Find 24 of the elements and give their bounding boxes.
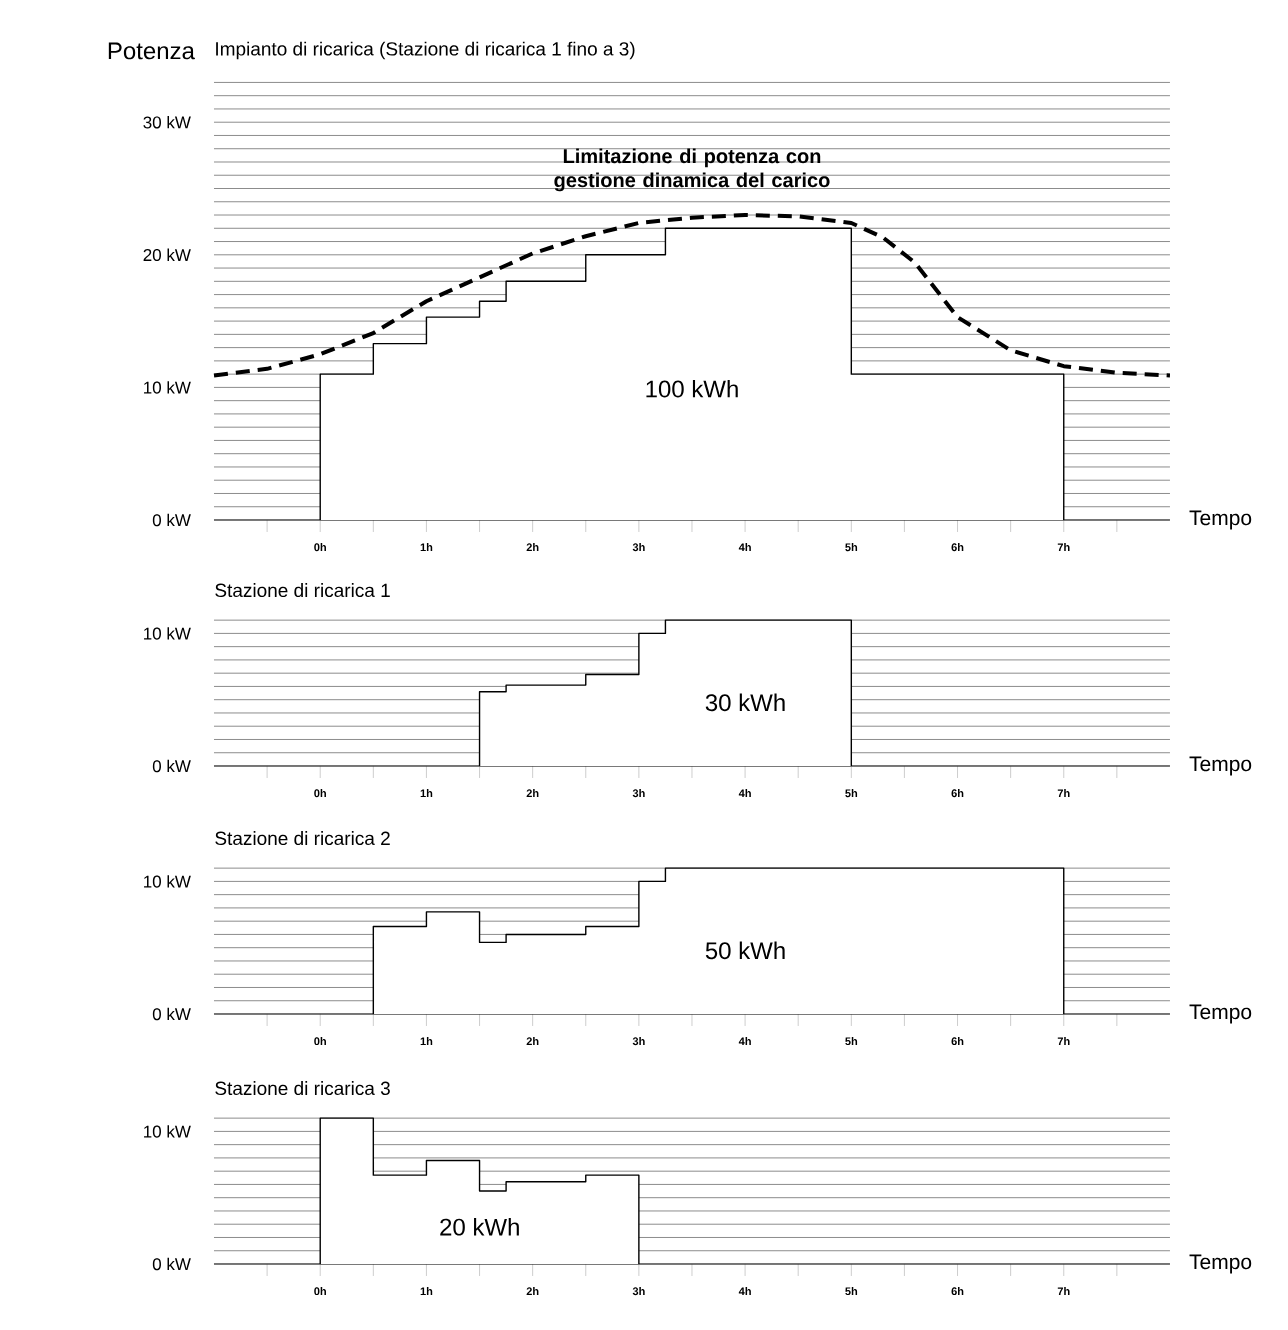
- y-tick-label: 20 kW: [143, 248, 191, 262]
- chart-title: Impianto di ricarica (Stazione di ricarica 1 fino a 3): [216, 41, 635, 60]
- annotation: Limitazione di potenza con gestione dinamica del carico: [554, 148, 830, 192]
- y-tick-label: 0 kW: [152, 1007, 191, 1021]
- x-axis-title: Tempo: [1189, 1254, 1252, 1274]
- y-tick-label: 0 kW: [152, 513, 191, 527]
- x-axis-title: Tempo: [1189, 756, 1252, 776]
- annotation: 20 kWh: [440, 1218, 519, 1236]
- annotation: 30 kWh: [705, 693, 785, 712]
- chart-title: Stazione di ricarica 3: [215, 1081, 390, 1096]
- y-tick-label: 10 kW: [144, 1125, 191, 1138]
- y-axis-title: Potenza: [108, 42, 195, 60]
- y-tick-label: 0 kW: [152, 759, 191, 773]
- x-axis-title: Tempo: [1189, 1004, 1252, 1024]
- annotation: 50 kWh: [705, 941, 785, 960]
- y-tick-label: 10 kW: [144, 627, 191, 640]
- y-tick-label: 0 kW: [152, 1257, 191, 1271]
- chart-title: Stazione di ricarica 2: [215, 831, 390, 846]
- y-tick-label: 10 kW: [144, 381, 191, 394]
- y-tick-label: 10 kW: [144, 875, 191, 888]
- chart-title: Stazione di ricarica 1: [215, 583, 390, 598]
- y-tick-label: 30 kW: [143, 115, 191, 129]
- annotation: 100 kWh: [646, 379, 738, 398]
- x-axis-title: Tempo: [1189, 510, 1252, 530]
